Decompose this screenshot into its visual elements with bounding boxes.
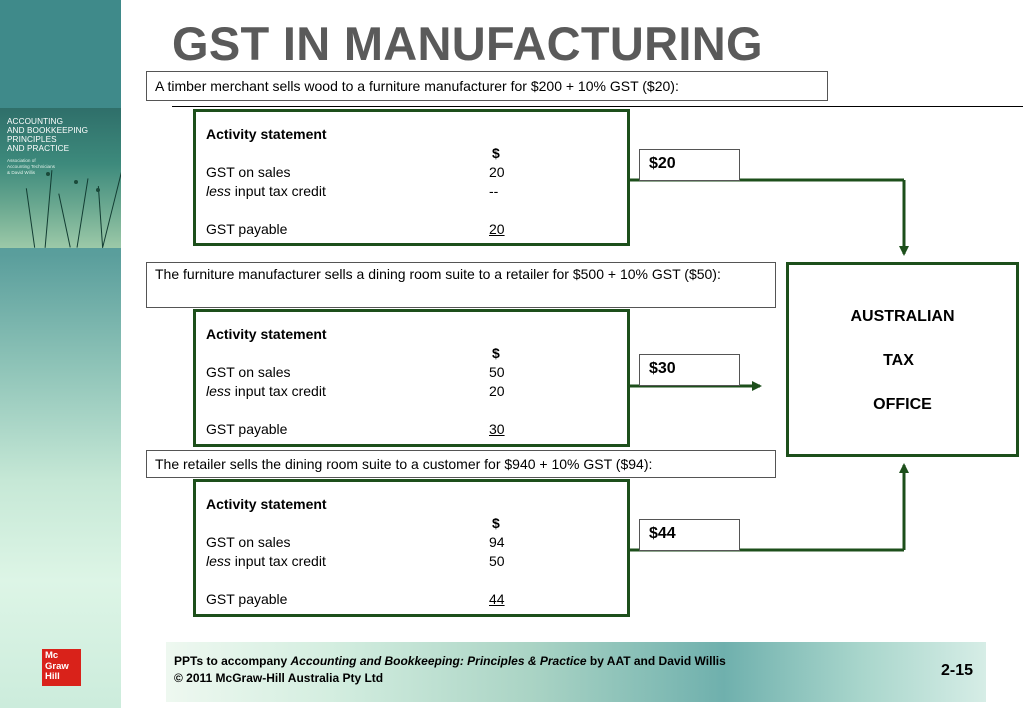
payment-amount-3: $44	[639, 519, 740, 551]
cover-title-line: ACCOUNTING	[7, 117, 64, 126]
input-tax-credit-text: input tax credit	[230, 183, 326, 199]
mcgraw-hill-logo: Mc Graw Hill	[42, 649, 81, 686]
seed-head	[74, 180, 78, 184]
step2-description: The furniture manufacturer sells a dinin…	[146, 262, 776, 308]
input-tax-credit-label: less input tax credit	[206, 553, 326, 569]
footer-credits: PPTs to accompany Accounting and Bookkee…	[174, 653, 726, 687]
ato-line-3: OFFICE	[873, 396, 932, 413]
book-cover-image: ACCOUNTING AND BOOKKEEPING PRINCIPLES AN…	[0, 108, 121, 248]
input-tax-credit-text: input tax credit	[230, 553, 326, 569]
gst-payable-label: GST payable	[206, 591, 288, 607]
gst-on-sales-value: 50	[489, 364, 505, 380]
footer: PPTs to accompany Accounting and Bookkee…	[166, 642, 986, 702]
gst-on-sales-label: GST on sales	[206, 364, 291, 380]
gst-payable-label: GST payable	[206, 421, 288, 437]
ato-line-1: AUSTRALIAN	[850, 308, 955, 325]
slide-title: GST IN MANUFACTURING	[172, 17, 763, 70]
gst-payable-label: GST payable	[206, 221, 288, 237]
input-tax-credit-label: less input tax credit	[206, 383, 326, 399]
gst-payable-value: 30	[489, 421, 505, 437]
cover-title-line: PRINCIPLES	[7, 135, 57, 144]
gst-on-sales-value: 20	[489, 164, 505, 180]
cover-title-line: AND BOOKKEEPING	[7, 126, 89, 135]
step1-description: A timber merchant sells wood to a furnit…	[146, 71, 828, 101]
divider-line	[172, 106, 1023, 107]
gst-on-sales-label: GST on sales	[206, 164, 291, 180]
footer-line-1: PPTs to accompany Accounting and Bookkee…	[174, 653, 726, 670]
currency-header: $	[492, 515, 500, 531]
footer-copyright: © 2011 McGraw-Hill Australia Pty Ltd	[174, 671, 384, 685]
input-tax-credit-value: --	[489, 183, 499, 199]
activity-statement-2: Activity statement $ GST on sales 50 les…	[193, 309, 630, 447]
activity-statement-3: Activity statement $ GST on sales 94 les…	[193, 479, 630, 617]
gst-on-sales-label: GST on sales	[206, 534, 291, 550]
footer-suffix: by AAT and David Willis	[586, 654, 726, 668]
input-tax-credit-label: less input tax credit	[206, 183, 326, 199]
input-tax-credit-value: 20	[489, 383, 505, 399]
input-tax-credit-text: input tax credit	[230, 383, 326, 399]
seed-head	[96, 188, 100, 192]
payment-amount-1: $20	[639, 149, 740, 181]
statement-heading: Activity statement	[206, 326, 327, 342]
activity-statement-1: Activity statement $ GST on sales 20 les…	[193, 109, 630, 246]
currency-header: $	[492, 345, 500, 361]
cover-subtitle-line: Accounting Technicians	[7, 164, 55, 169]
logo-line: Graw	[45, 660, 69, 672]
gst-payable-value: 44	[489, 591, 505, 607]
statement-heading: Activity statement	[206, 126, 327, 142]
footer-prefix: PPTs to accompany	[174, 654, 291, 668]
currency-header: $	[492, 145, 500, 161]
payment-amount-2: $30	[639, 354, 740, 386]
input-tax-credit-value: 50	[489, 553, 505, 569]
page-number: 2-15	[940, 662, 973, 679]
less-label: less	[206, 383, 231, 399]
cover-title-line: AND PRACTICE	[7, 144, 70, 153]
logo-line: Hill	[45, 671, 60, 682]
cover-subtitle-line: & David Willis	[7, 170, 36, 175]
ato-line-2: TAX	[883, 352, 914, 369]
logo-line: Mc	[45, 650, 59, 661]
less-label: less	[206, 553, 231, 569]
statement-heading: Activity statement	[206, 496, 327, 512]
step3-description: The retailer sells the dining room suite…	[146, 450, 776, 478]
footer-book-title: Accounting and Bookkeeping: Principles &…	[290, 654, 587, 668]
seed-head	[46, 172, 50, 176]
australian-tax-office-box: AUSTRALIAN TAX OFFICE	[786, 262, 1019, 457]
gst-on-sales-value: 94	[489, 534, 505, 550]
cover-subtitle-line: Association of	[7, 158, 36, 163]
arrow-step1-to-ato	[630, 178, 909, 256]
gst-payable-value: 20	[489, 221, 505, 237]
less-label: less	[206, 183, 231, 199]
